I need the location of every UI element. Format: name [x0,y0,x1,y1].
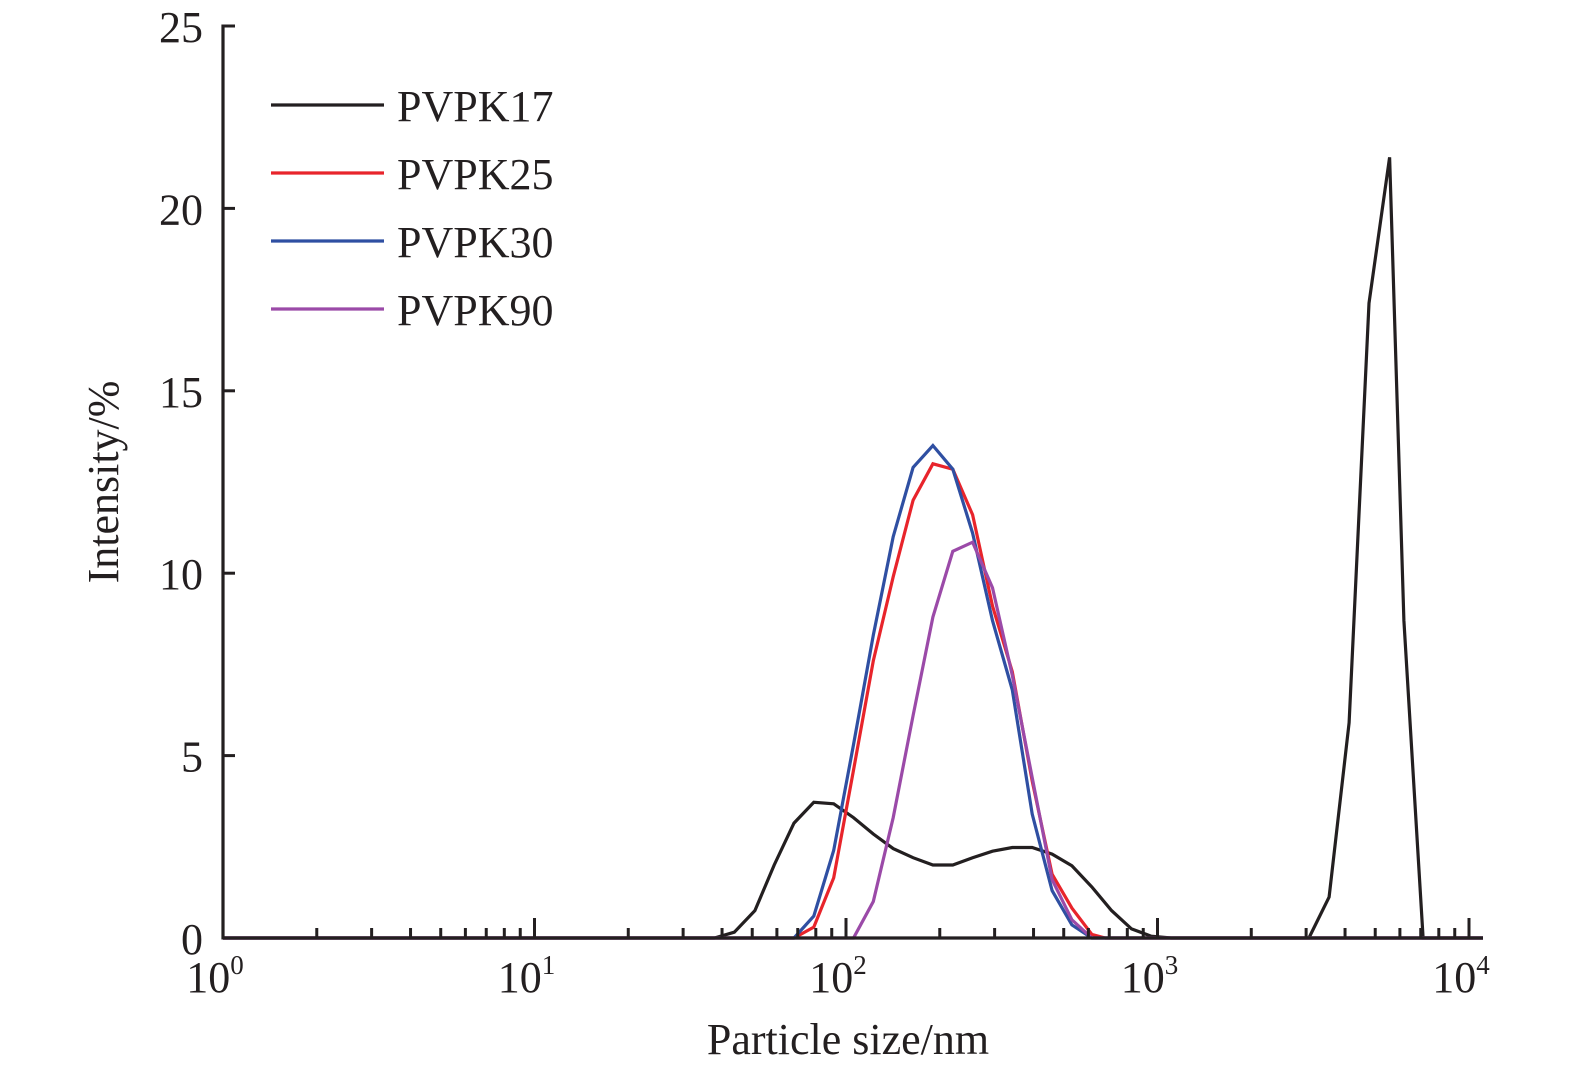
series-line-pvpk90 [223,540,1483,940]
y-axis-title: Intensity/% [79,381,128,584]
series-line-pvpk30 [223,443,1483,940]
x-tick-exponent: 1 [542,950,556,980]
legend-label: PVPK17 [397,82,554,131]
x-tick-label: 104 [1432,950,1490,1002]
legend-label: PVPK30 [397,218,554,267]
y-tick-label: 5 [181,733,203,782]
x-tick-exponent: 3 [1165,950,1179,980]
x-tick-label: 101 [498,950,556,1002]
legend-item-pvpk25: PVPK25 [271,150,554,199]
x-tick-label: 100 [186,950,244,1002]
y-tick-label: 0 [181,915,203,964]
legend-label: PVPK25 [397,150,554,199]
legend-item-pvpk30: PVPK30 [271,218,554,267]
legend-item-pvpk90: PVPK90 [271,286,554,335]
x-axis-title: Particle size/nm [707,1015,989,1064]
legend-item-pvpk17: PVPK17 [271,82,554,131]
x-tick-label: 102 [809,950,867,1002]
x-ticks: 100 101 102 103 104 [186,918,1490,1002]
legend-label: PVPK90 [397,286,554,335]
x-tick-exponent: 0 [230,950,244,980]
series-line-pvpk17 [223,157,1483,940]
x-tick-base: 10 [498,953,542,1002]
x-tick-base: 10 [1121,953,1165,1002]
x-tick-base: 10 [809,953,853,1002]
series-lines [223,157,1483,940]
y-tick-label: 10 [159,550,203,599]
x-tick-base: 10 [1432,953,1476,1002]
series-line-pvpk25 [223,461,1483,940]
x-tick-exponent: 2 [853,950,867,980]
y-tick-label: 15 [159,368,203,417]
legend: PVPK17 PVPK25 PVPK30 PVPK90 [271,82,554,335]
x-tick-base: 10 [186,953,230,1002]
y-tick-label: 20 [159,185,203,234]
x-tick-exponent: 4 [1476,950,1490,980]
y-ticks: 0 5 10 15 20 25 [159,3,235,964]
y-tick-label: 25 [159,3,203,52]
x-tick-label: 103 [1121,950,1179,1002]
